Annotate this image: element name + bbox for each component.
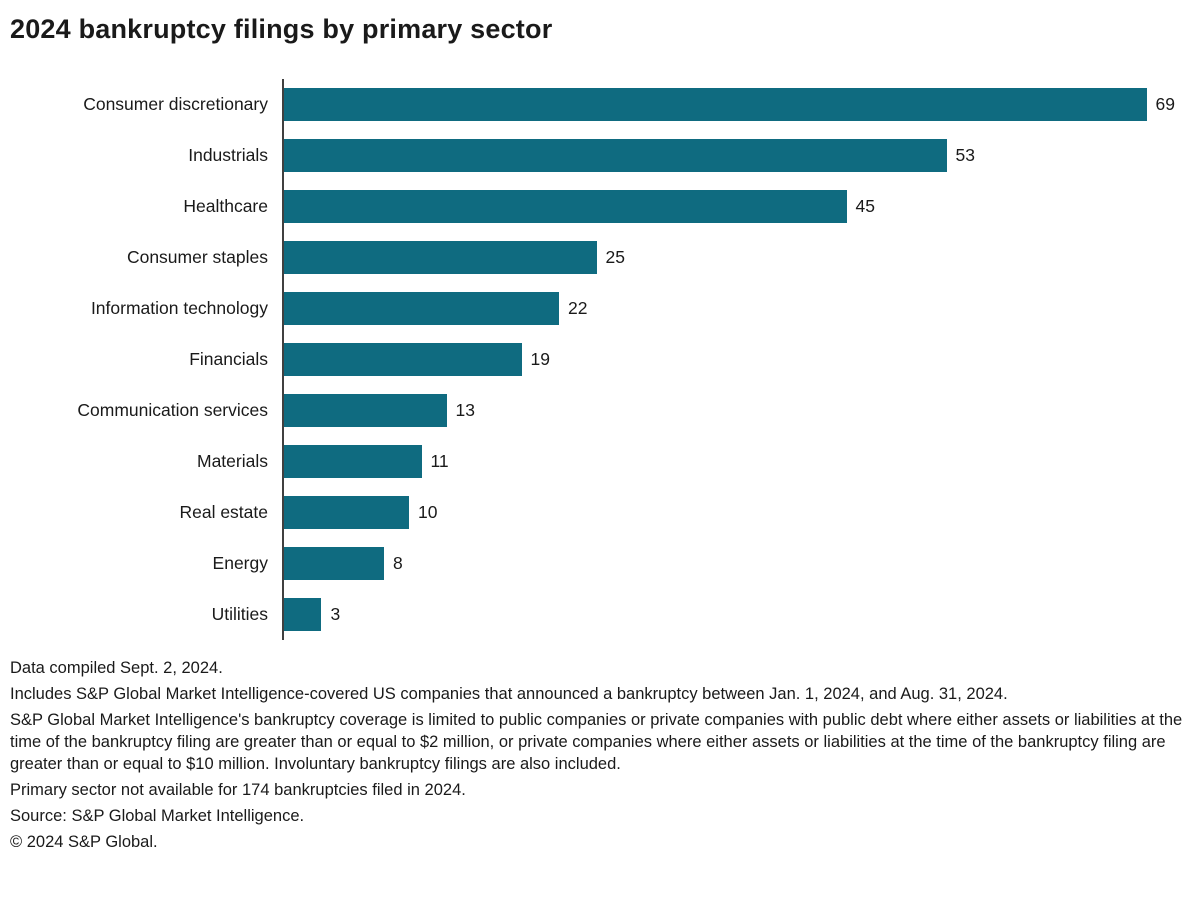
footnote-line: © 2024 S&P Global. (10, 832, 158, 851)
category-label: Energy (212, 553, 268, 573)
bar-row: Healthcare 45 (10, 181, 1184, 232)
bar-area: 19 (282, 334, 1184, 385)
bar-area: 53 (282, 130, 1184, 181)
chart-title: 2024 bankruptcy filings by primary secto… (10, 14, 553, 44)
footnotes: Data compiled Sept. 2, 2024. Includes S&… (10, 658, 1184, 854)
bar-area: 8 (282, 538, 1184, 589)
category-label: Financials (189, 349, 268, 369)
value-label: 3 (330, 604, 341, 624)
footnote-line: Source: S&P Global Market Intelligence. (10, 806, 305, 825)
footnote-line: Data compiled Sept. 2, 2024. (10, 659, 223, 677)
bar-area: 11 (282, 436, 1184, 487)
bar-row: Industrials 53 (10, 130, 1184, 181)
value-label: 8 (393, 553, 403, 573)
bar (284, 496, 409, 529)
bar (284, 292, 559, 325)
bar-row: Communication services 13 (10, 385, 1184, 436)
bar-area: 10 (282, 487, 1184, 538)
category-label: Consumer discretionary (83, 94, 268, 114)
value-label: 53 (955, 145, 975, 165)
footnote-line: S&P Global Market Intelligence's bankrup… (10, 710, 1183, 773)
bar-area: 22 (282, 283, 1184, 334)
bar-row: Consumer staples 25 (10, 232, 1184, 283)
bar (284, 445, 422, 478)
bar-row: Materials 11 (10, 436, 1184, 487)
bar (284, 394, 447, 427)
bar-area: 45 (282, 181, 1184, 232)
category-label: Real estate (179, 502, 268, 522)
value-label: 45 (855, 196, 875, 216)
category-label: Industrials (188, 145, 268, 165)
value-label: 13 (455, 400, 475, 420)
bar (284, 241, 597, 274)
value-label: 69 (1155, 94, 1175, 114)
category-label: Consumer staples (126, 247, 268, 267)
bar-row: Real estate 10 (10, 487, 1184, 538)
value-label: 25 (605, 247, 625, 267)
footnote-line: Includes S&P Global Market Intelligence-… (10, 684, 1008, 703)
value-label: 19 (530, 349, 550, 369)
category-label: Materials (197, 451, 268, 471)
value-label: 22 (568, 298, 588, 318)
bar-row: Utilities 3 (10, 589, 1184, 640)
bar-row: Information technology 22 (10, 283, 1184, 334)
bar-area: 25 (282, 232, 1184, 283)
bar (284, 190, 847, 223)
bar (284, 88, 1147, 121)
bar-row: Consumer discretionary 69 (10, 79, 1184, 130)
category-label: Communication services (77, 400, 268, 420)
category-label: Healthcare (183, 196, 268, 216)
bar (284, 139, 947, 172)
footnote-line: Primary sector not available for 174 ban… (10, 780, 466, 799)
bar-chart: Consumer discretionary 69 Industrials 53… (10, 79, 1184, 640)
category-label: Information technology (90, 298, 268, 318)
bar-row: Energy 8 (10, 538, 1184, 589)
bar (284, 547, 384, 580)
category-label: Utilities (211, 604, 268, 624)
bar (284, 598, 322, 631)
bar (284, 343, 522, 376)
bar-area: 3 (282, 589, 1184, 640)
value-label: 10 (418, 502, 438, 522)
value-label: 11 (430, 451, 449, 471)
bar-row: Financials 19 (10, 334, 1184, 385)
bar-area: 69 (282, 79, 1184, 130)
bar-area: 13 (282, 385, 1184, 436)
